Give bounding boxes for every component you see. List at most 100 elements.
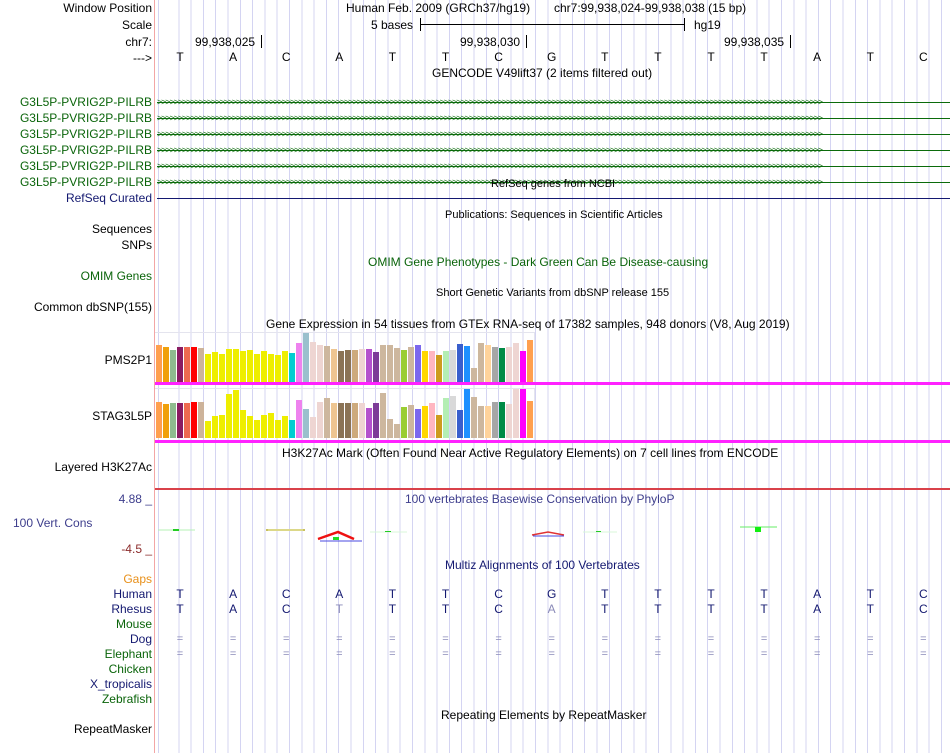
gtex-tissue-bar[interactable] — [352, 350, 358, 382]
gencode-gene-label[interactable]: G3L5P-PVRIG2P-PILRB — [19, 127, 152, 141]
species-label[interactable]: X_tropicalis — [89, 677, 152, 691]
gtex-tissue-bar[interactable] — [436, 355, 442, 382]
gtex-tissue-bar[interactable] — [373, 352, 379, 382]
gtex-tissue-bar[interactable] — [170, 403, 176, 438]
gtex-tissue-bar[interactable] — [429, 403, 435, 438]
gtex-tissue-bar[interactable] — [240, 410, 246, 438]
gtex-tissue-bar[interactable] — [471, 397, 477, 438]
gtex-tissue-bar[interactable] — [163, 404, 169, 438]
gtex-gene-label[interactable]: STAG3L5P — [92, 409, 152, 423]
gtex-tissue-bar[interactable] — [485, 345, 491, 382]
gtex-tissue-bar[interactable] — [450, 396, 456, 438]
gtex-tissue-bar[interactable] — [205, 421, 211, 438]
gtex-tissue-bar[interactable] — [471, 368, 477, 382]
gtex-tissue-bar[interactable] — [296, 343, 302, 382]
gtex-tissue-bar[interactable] — [191, 347, 197, 382]
species-label[interactable]: Zebrafish — [101, 692, 152, 706]
gtex-tissue-bar[interactable] — [240, 351, 246, 382]
gtex-tissue-bar[interactable] — [233, 349, 239, 382]
gtex-tissue-bar[interactable] — [387, 419, 393, 438]
gtex-tissue-bar[interactable] — [289, 420, 295, 438]
gtex-tissue-bar[interactable] — [429, 351, 435, 382]
species-label[interactable]: Human — [113, 587, 152, 601]
gtex-tissue-bar[interactable] — [394, 348, 400, 382]
gtex-tissue-bar[interactable] — [464, 346, 470, 382]
gtex-tissue-bar[interactable] — [373, 403, 379, 438]
gtex-tissue-bar[interactable] — [303, 409, 309, 438]
gtex-tissue-bar[interactable] — [317, 345, 323, 382]
gtex-tissue-bar[interactable] — [303, 333, 309, 382]
gtex-tissue-bar[interactable] — [492, 347, 498, 382]
gtex-tissue-bar[interactable] — [436, 415, 442, 438]
gtex-tissue-bar[interactable] — [408, 347, 414, 382]
gtex-tissue-bar[interactable] — [478, 406, 484, 438]
gtex-tissue-bar[interactable] — [310, 342, 316, 382]
species-label[interactable]: Rhesus — [111, 602, 152, 616]
gtex-tissue-bar[interactable] — [527, 340, 533, 382]
gtex-tissue-bar[interactable] — [506, 347, 512, 382]
gtex-tissue-bar[interactable] — [261, 351, 267, 382]
gtex-tissue-bar[interactable] — [233, 390, 239, 438]
gtex-tissue-bar[interactable] — [282, 351, 288, 382]
sequences-label[interactable]: Sequences — [91, 222, 152, 236]
species-label[interactable]: Dog — [129, 632, 152, 646]
gtex-tissue-bar[interactable] — [170, 350, 176, 382]
h3k27ac-label[interactable]: Layered H3K27Ac — [54, 460, 152, 474]
gtex-tissue-bar[interactable] — [380, 345, 386, 382]
omim-label[interactable]: OMIM Genes — [80, 269, 152, 283]
gtex-tissue-bar[interactable] — [275, 420, 281, 438]
gencode-gene-body[interactable] — [157, 118, 950, 119]
gtex-tissue-bar[interactable] — [310, 417, 316, 438]
gtex-tissue-bar[interactable] — [513, 343, 519, 382]
gtex-tissue-bar[interactable] — [254, 354, 260, 382]
gtex-tissue-bar[interactable] — [408, 405, 414, 438]
gtex-tissue-bar[interactable] — [191, 402, 197, 438]
gencode-gene-label[interactable]: G3L5P-PVRIG2P-PILRB — [19, 95, 152, 109]
gtex-tissue-bar[interactable] — [177, 403, 183, 438]
species-label[interactable]: Chicken — [108, 662, 152, 676]
gtex-tissue-bar[interactable] — [268, 354, 274, 382]
gtex-tissue-bar[interactable] — [177, 347, 183, 382]
gtex-tissue-bar[interactable] — [457, 344, 463, 382]
gtex-tissue-bar[interactable] — [282, 416, 288, 438]
gtex-tissue-bar[interactable] — [401, 350, 407, 382]
gtex-tissue-bar[interactable] — [331, 349, 337, 382]
gtex-tissue-bar[interactable] — [366, 408, 372, 438]
gencode-gene-label[interactable]: G3L5P-PVRIG2P-PILRB — [19, 159, 152, 173]
gtex-tissue-bar[interactable] — [156, 345, 162, 382]
gtex-tissue-bar[interactable] — [261, 415, 267, 438]
gtex-tissue-bar[interactable] — [422, 406, 428, 438]
gtex-tissue-bar[interactable] — [499, 402, 505, 438]
gtex-tissue-bar[interactable] — [289, 353, 295, 382]
gtex-tissue-bar[interactable] — [443, 351, 449, 382]
repeatmasker-label[interactable]: RepeatMasker — [73, 722, 152, 736]
gtex-tissue-bar[interactable] — [345, 350, 351, 382]
gtex-tissue-bar[interactable] — [219, 354, 225, 382]
position-readout[interactable]: chr7:99,938,024-99,938,038 (15 bp) — [554, 1, 747, 15]
gtex-tissue-bar[interactable] — [499, 348, 505, 382]
gtex-tissue-bar[interactable] — [359, 349, 365, 382]
gtex-tissue-bar[interactable] — [338, 403, 344, 438]
gtex-tissue-bar[interactable] — [380, 393, 386, 438]
gtex-tissue-bar[interactable] — [198, 402, 204, 438]
gtex-tissue-bar[interactable] — [219, 415, 225, 438]
species-label[interactable]: Mouse — [115, 617, 152, 631]
gtex-tissue-bar[interactable] — [513, 389, 519, 438]
gtex-tissue-bar[interactable] — [478, 343, 484, 382]
gtex-tissue-bar[interactable] — [520, 351, 526, 382]
gtex-tissue-bar[interactable] — [527, 401, 533, 438]
gtex-tissue-bar[interactable] — [492, 402, 498, 438]
gtex-tissue-bar[interactable] — [226, 349, 232, 382]
gtex-tissue-bar[interactable] — [450, 350, 456, 382]
gencode-gene-body[interactable] — [157, 102, 950, 103]
gtex-tissue-bar[interactable] — [226, 394, 232, 438]
gencode-gene-body[interactable] — [157, 150, 950, 151]
gtex-tissue-bar[interactable] — [352, 403, 358, 438]
gtex-tissue-bar[interactable] — [520, 389, 526, 438]
gtex-tissue-bar[interactable] — [254, 420, 260, 438]
gencode-gene-label[interactable]: G3L5P-PVRIG2P-PILRB — [19, 143, 152, 157]
gtex-tissue-bar[interactable] — [156, 402, 162, 438]
gtex-tissue-bar[interactable] — [324, 398, 330, 438]
gtex-tissue-bar[interactable] — [212, 352, 218, 382]
gtex-tissue-bar[interactable] — [331, 403, 337, 438]
